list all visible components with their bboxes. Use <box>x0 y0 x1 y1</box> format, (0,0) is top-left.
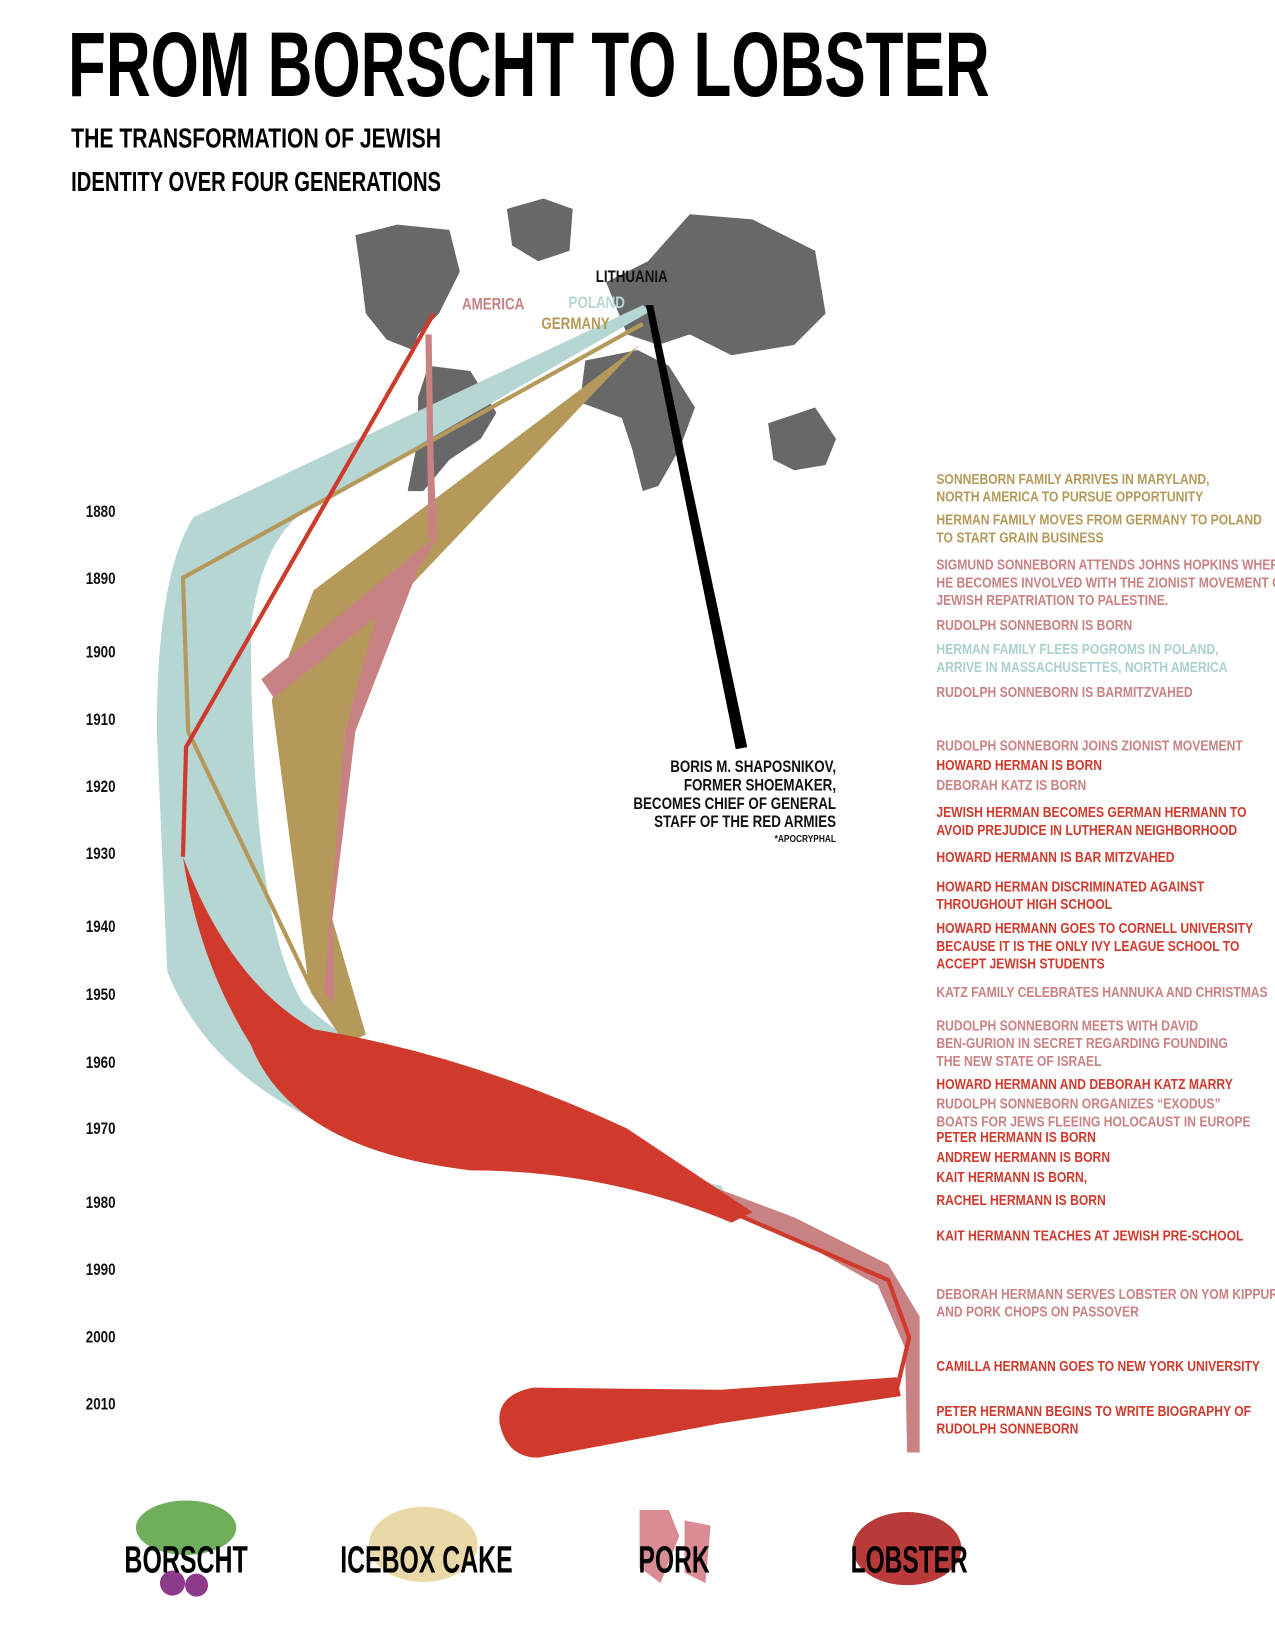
subtitle: IDENTITY OVER FOUR GENERATIONS <box>71 165 441 197</box>
event-text: DEBORAH HERMANN SERVES LOBSTER ON YOM KI… <box>936 1286 1275 1303</box>
event-text: RUDOLPH SONNEBORN ORGANIZES “EXODUS” <box>936 1095 1220 1112</box>
flow-america <box>261 334 437 1004</box>
event-text: NORTH AMERICA TO PURSUE OPPORTUNITY <box>936 488 1203 505</box>
year-label: 1940 <box>86 918 116 937</box>
text-group: SONNEBORN FAMILY ARRIVES IN MARYLAND,NOR… <box>936 471 1275 1437</box>
map-label: LITHUANIA <box>596 268 668 287</box>
annotation: FORMER SHOEMAKER, <box>684 776 836 795</box>
event-text: SIGMUND SONNEBORN ATTENDS JOHNS HOPKINS … <box>936 556 1275 573</box>
event-text: HE BECOMES INVOLVED WITH THE ZIONIST MOV… <box>936 574 1275 591</box>
event-text: KAIT HERMANN IS BORN, <box>936 1169 1087 1186</box>
event-text: HOWARD HERMAN DISCRIMINATED AGAINST <box>936 878 1205 895</box>
event-text: RUDOLPH SONNEBORN IS BORN <box>936 617 1132 634</box>
event-text: BEN-GURION IN SECRET REGARDING FOUNDING <box>936 1035 1228 1052</box>
event-text: HOWARD HERMANN IS BAR MITZVAHED <box>936 849 1174 866</box>
annotation-note: *APOCRYPHAL <box>775 833 837 845</box>
event-text: RUDOLPH SONNEBORN MEETS WITH DAVID <box>936 1017 1198 1034</box>
text-group: GERMANY <box>541 315 609 334</box>
event-text: ANDREW HERMANN IS BORN <box>936 1149 1110 1166</box>
map-label: GERMANY <box>541 315 609 334</box>
event-text: RUDOLPH SONNEBORN IS BARMITZVAHED <box>936 684 1192 701</box>
year-label: 2000 <box>86 1328 116 1347</box>
year-label: 1880 <box>86 503 116 522</box>
event-text: JEWISH REPATRIATION TO PALESTINE. <box>936 592 1168 609</box>
year-label: 1890 <box>86 570 116 589</box>
year-label: 1960 <box>86 1054 116 1073</box>
event-text: BOATS FOR JEWS FLEEING HOLOCAUST IN EURO… <box>936 1113 1250 1130</box>
map-label: POLAND <box>569 294 625 313</box>
event-text: THROUGHOUT HIGH SCHOOL <box>936 896 1112 913</box>
event-text: HOWARD HERMAN IS BORN <box>936 757 1102 774</box>
food-label: ICEBOX CAKE <box>340 1539 512 1581</box>
pointer <box>645 305 748 750</box>
year-label: 1920 <box>86 778 116 797</box>
flow-america-line <box>425 334 435 539</box>
event-text: PETER HERMANN IS BORN <box>936 1129 1096 1146</box>
flow-family-end <box>499 1377 901 1458</box>
food-label: PORK <box>639 1539 710 1581</box>
event-text: HOWARD HERMANN AND DEBORAH KATZ MARRY <box>936 1076 1232 1093</box>
annotation: STAFF OF THE RED ARMIES <box>654 813 836 832</box>
event-text: AND PORK CHOPS ON PASSOVER <box>936 1303 1139 1320</box>
event-text: HOWARD HERMANN GOES TO CORNELL UNIVERSIT… <box>936 920 1253 937</box>
event-text: CAMILLA HERMANN GOES TO NEW YORK UNIVERS… <box>936 1358 1260 1375</box>
year-label: 1900 <box>86 643 116 662</box>
text-group: LITHUANIA <box>596 268 668 287</box>
year-label: 1980 <box>86 1194 116 1213</box>
food-label: BORSCHT <box>124 1539 247 1581</box>
event-text: ACCEPT JEWISH STUDENTS <box>936 955 1104 972</box>
event-text: JEWISH HERMAN BECOMES GERMAN HERMANN TO <box>936 804 1246 821</box>
event-text: HERMAN FAMILY MOVES FROM GERMANY TO POLA… <box>936 511 1262 528</box>
flow-family-line <box>180 312 912 1391</box>
flow-family <box>182 856 753 1223</box>
event-text: SONNEBORN FAMILY ARRIVES IN MARYLAND, <box>936 471 1209 488</box>
text-group: BORIS M. SHAPOSNIKOV,FORMER SHOEMAKER,BE… <box>633 758 836 846</box>
year-label: 1990 <box>86 1260 116 1279</box>
subtitle: THE TRANSFORMATION OF JEWISH <box>71 121 441 153</box>
food-label: LOBSTER <box>851 1539 968 1581</box>
event-text: RUDOLPH SONNEBORN JOINS ZIONIST MOVEMENT <box>936 737 1243 754</box>
event-text: HERMAN FAMILY FLEES POGROMS IN POLAND, <box>936 641 1218 658</box>
event-text: BECAUSE IT IS THE ONLY IVY LEAGUE SCHOOL… <box>936 938 1239 955</box>
flow-germany <box>271 344 640 1045</box>
map-label: AMERICA <box>462 295 524 314</box>
event-text: AVOID PREJUDICE IN LUTHERAN NEIGHBORHOOD <box>936 822 1237 839</box>
event-text: ARRIVE IN MASSACHUSETTES, NORTH AMERICA <box>936 659 1227 676</box>
title: FROM BORSCHT TO LOBSTER <box>68 14 990 116</box>
event-text: THE NEW STATE OF ISRAEL <box>936 1053 1101 1070</box>
text-group: 1880 1890 1900 1910 1920 1930 1940 1950 1960 1970… <box>86 503 116 1414</box>
foods-icons <box>135 1500 962 1597</box>
year-label: 1970 <box>86 1119 116 1138</box>
year-label: 2010 <box>86 1395 116 1414</box>
event-text: KATZ FAMILY CELEBRATES HANNUKA AND CHRIS… <box>936 984 1267 1001</box>
event-text: DEBORAH KATZ IS BORN <box>936 777 1086 794</box>
year-label: 1950 <box>86 986 116 1005</box>
event-text: KAIT HERMANN TEACHES AT JEWISH PRE-SCHOO… <box>936 1227 1243 1244</box>
annotation: BORIS M. SHAPOSNIKOV, <box>670 758 836 777</box>
year-label: 1910 <box>86 711 116 730</box>
event-text: PETER HERMANN BEGINS TO WRITE BIOGRAPHY … <box>936 1403 1251 1420</box>
year-label: 1930 <box>86 845 116 864</box>
text-group: AMERICA <box>462 295 524 314</box>
text-group: POLAND <box>569 294 625 313</box>
event-text: RUDOLPH SONNEBORN <box>936 1420 1078 1437</box>
flow-america-late <box>668 1170 920 1453</box>
annotation: BECOMES CHIEF OF GENERAL <box>633 794 836 813</box>
event-text: TO START GRAIN BUSINESS <box>936 529 1103 546</box>
event-text: RACHEL HERMANN IS BORN <box>936 1192 1105 1209</box>
